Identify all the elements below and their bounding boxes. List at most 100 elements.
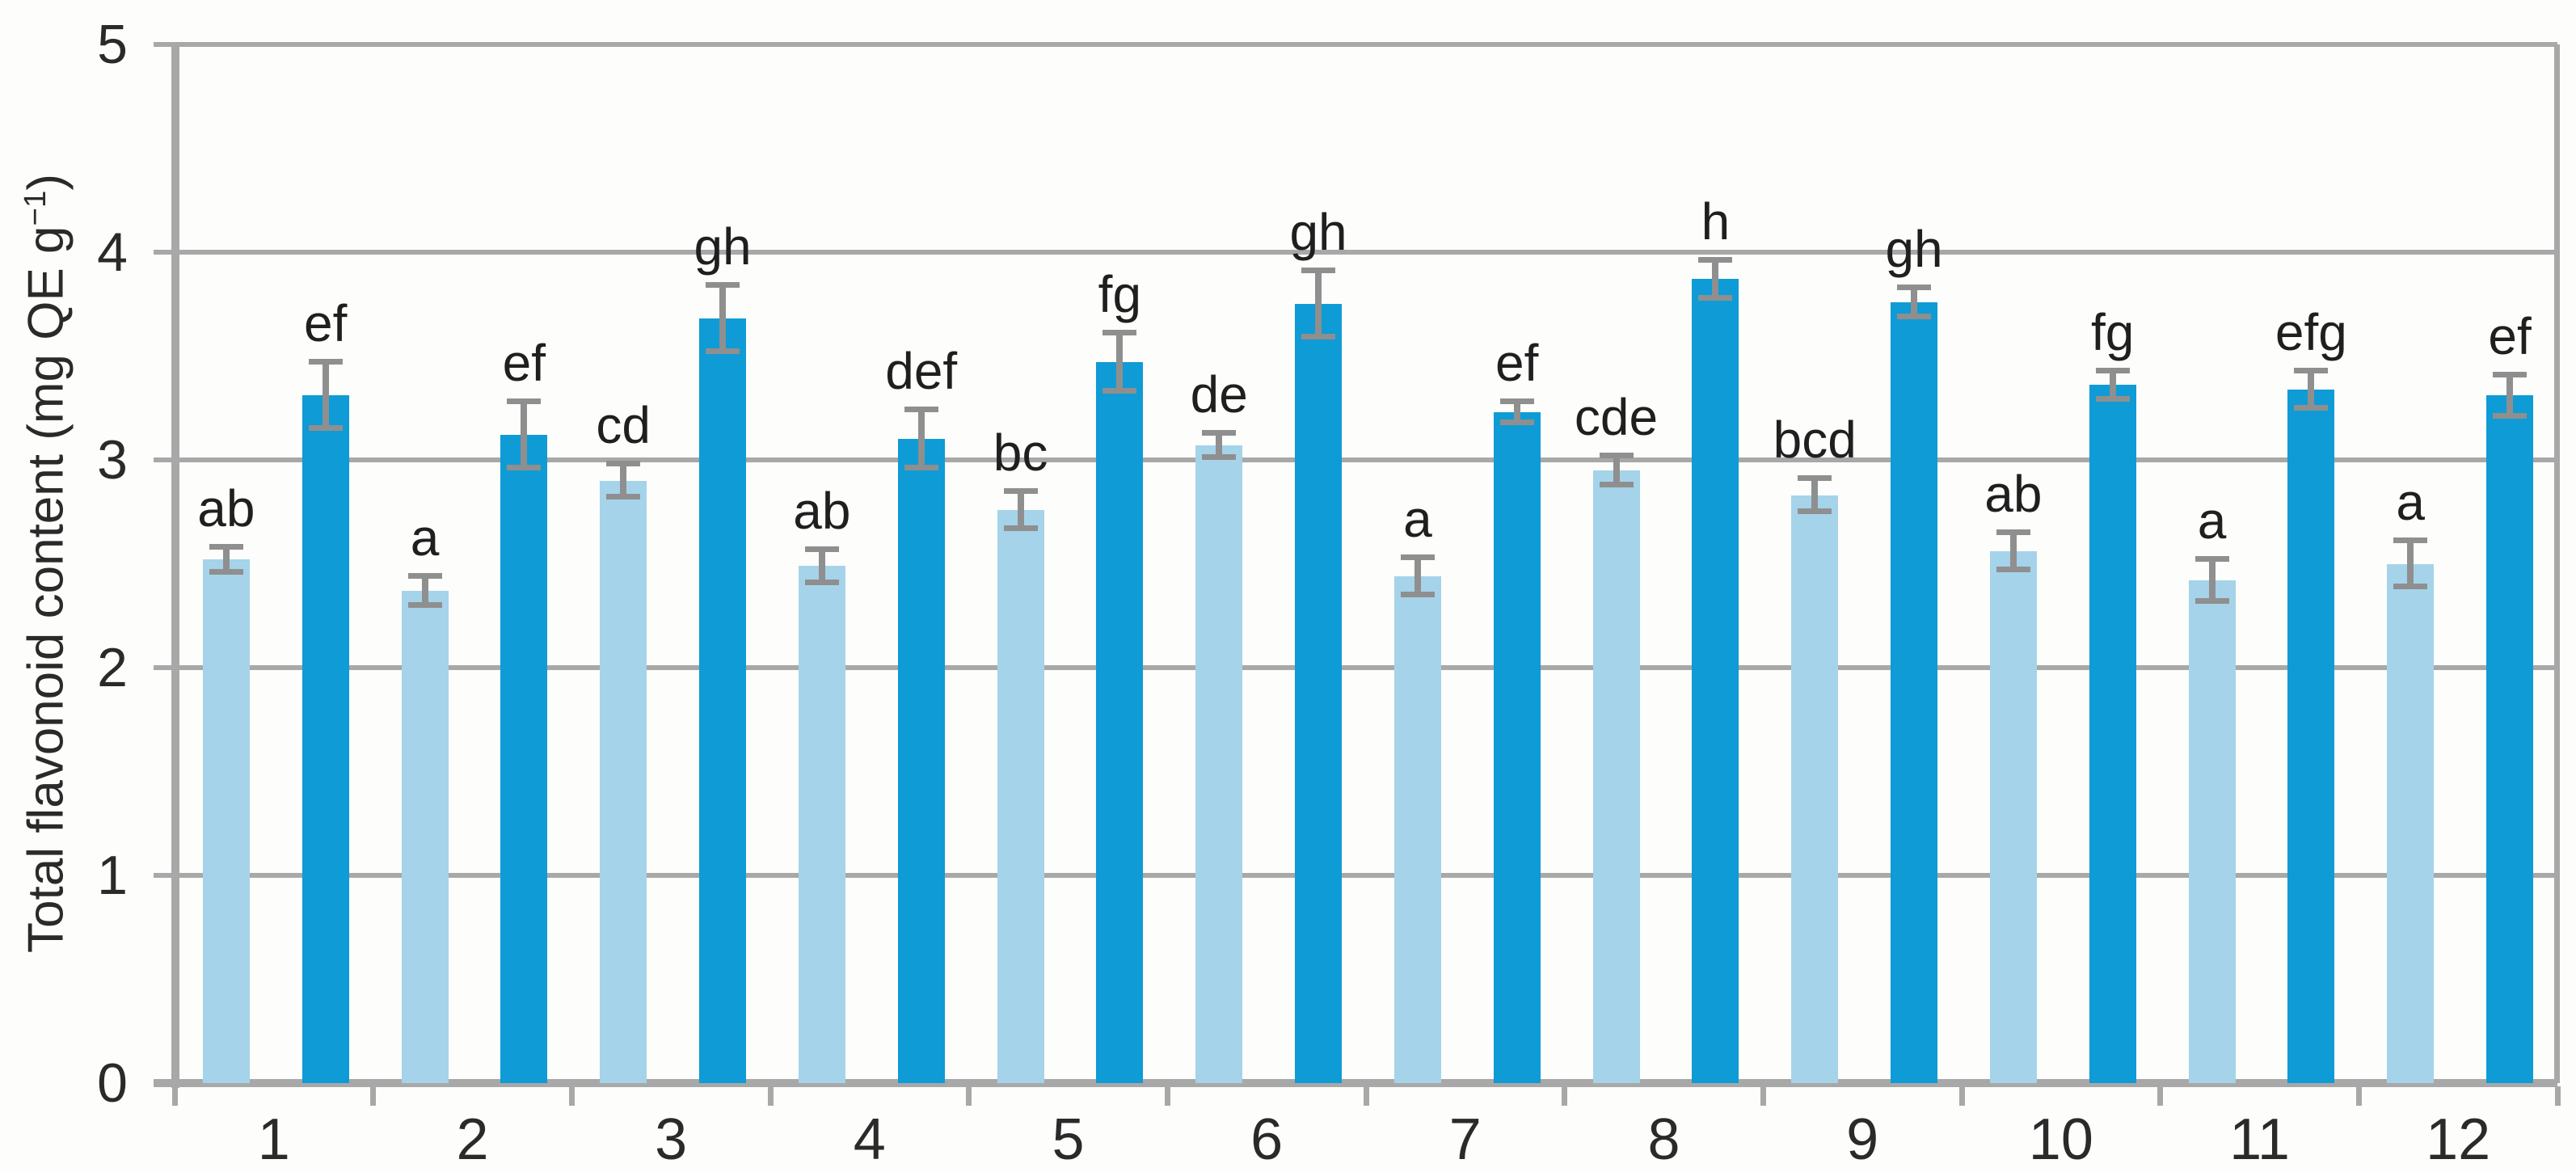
error-bar-cap-top-light-blue-7 [1400, 554, 1435, 560]
significance-label-dark-blue-1: ef [304, 294, 348, 353]
y-axis-tick-label-1: 1 [97, 845, 128, 906]
error-bar-cap-top-dark-blue-11 [2294, 367, 2329, 373]
significance-label-light-blue-12: a [2396, 473, 2425, 532]
bar-group-2: a ef [373, 44, 572, 1083]
y-axis-tick-3 [154, 457, 175, 462]
gridline-5 [175, 42, 2557, 47]
error-bar-cap-top-dark-blue-12 [2493, 371, 2528, 377]
error-bar-line-dark-blue-5 [1116, 333, 1124, 392]
plot-right-border [2554, 44, 2560, 1083]
error-bar-line-dark-blue-7 [1513, 402, 1520, 423]
significance-label-light-blue-8: cde [1574, 387, 1659, 446]
bar-group-6: de gh [1167, 44, 1366, 1083]
y-axis-tick-5 [154, 42, 175, 47]
error-bar-cap-bottom-dark-blue-10 [2095, 396, 2130, 403]
error-bar-cap-top-dark-blue-8 [1698, 257, 1733, 263]
error-bar-line-light-blue-9 [1811, 478, 1819, 512]
error-bar-cap-top-dark-blue-9 [1897, 284, 1932, 290]
bar-group-8: cde h [1565, 44, 1764, 1083]
bar-dark-blue-9 [1891, 301, 1938, 1083]
significance-label-light-blue-10: ab [1984, 464, 2043, 523]
significance-label-dark-blue-2: ef [502, 334, 546, 393]
y-axis-tick-label-3: 3 [97, 429, 128, 491]
bar-dark-blue-10 [2089, 385, 2136, 1083]
bar-light-blue-7 [1393, 575, 1441, 1083]
error-bar-line-dark-blue-8 [1712, 260, 1719, 298]
x-axis-tick-5 [1164, 1086, 1170, 1106]
gridline-4 [175, 250, 2557, 255]
x-axis-tick-2 [568, 1086, 575, 1106]
error-bar-line-dark-blue-2 [521, 402, 528, 469]
error-bar-cap-bottom-light-blue-10 [1996, 567, 2030, 573]
bar-light-blue-10 [1989, 551, 2037, 1083]
error-bar-cap-top-light-blue-8 [1599, 452, 1634, 458]
x-axis-tick-label-10: 10 [2028, 1107, 2093, 1172]
error-bar-cap-bottom-light-blue-8 [1599, 481, 1634, 487]
significance-label-dark-blue-7: ef [1495, 334, 1539, 393]
error-bar-cap-top-light-blue-1 [209, 543, 243, 550]
x-axis-tick-label-2: 2 [456, 1107, 489, 1172]
significance-label-light-blue-5: bc [993, 423, 1048, 482]
error-bar-cap-bottom-light-blue-12 [2393, 583, 2428, 589]
significance-label-light-blue-2: a [410, 508, 440, 567]
x-axis-tick-label-12: 12 [2426, 1107, 2491, 1172]
significance-label-dark-blue-6: gh [1289, 203, 1347, 262]
significance-label-light-blue-3: cd [596, 396, 651, 455]
x-axis-tick-label-7: 7 [1448, 1107, 1482, 1172]
error-bar-line-light-blue-6 [1216, 432, 1223, 458]
error-bar-line-light-blue-2 [421, 575, 428, 605]
bar-group-9: bcd gh [1763, 44, 1962, 1083]
x-axis-tick-label-11: 11 [2229, 1107, 2290, 1172]
significance-label-dark-blue-3: gh [694, 217, 752, 276]
bar-dark-blue-1 [301, 395, 349, 1083]
error-bar-line-dark-blue-6 [1315, 271, 1322, 338]
bar-light-blue-2 [401, 590, 449, 1083]
error-bar-cap-bottom-light-blue-7 [1400, 592, 1435, 598]
bar-group-5: bc fg [969, 44, 1168, 1083]
error-bar-cap-bottom-light-blue-4 [804, 579, 839, 585]
error-bar-cap-bottom-dark-blue-2 [507, 465, 542, 471]
significance-label-dark-blue-10: fg [2091, 302, 2135, 361]
error-bar-line-dark-blue-4 [917, 410, 925, 469]
y-axis-title-main: Total flavonoid content (mg QE g [18, 226, 74, 953]
error-bar-line-light-blue-7 [1414, 557, 1421, 596]
error-bar-cap-bottom-dark-blue-4 [904, 465, 938, 471]
bar-dark-blue-3 [699, 318, 747, 1083]
significance-label-light-blue-4: ab [793, 481, 851, 540]
bar-dark-blue-12 [2486, 395, 2534, 1083]
significance-label-dark-blue-9: gh [1885, 219, 1943, 278]
error-bar-cap-bottom-light-blue-9 [1798, 508, 1832, 515]
gridline-2 [175, 665, 2557, 670]
y-axis-tick-label-0: 0 [97, 1052, 128, 1114]
significance-label-dark-blue-12: ef [2488, 306, 2532, 365]
error-bar-line-light-blue-10 [2009, 532, 2017, 571]
error-bar-line-dark-blue-9 [1911, 287, 1918, 317]
significance-label-dark-blue-5: fg [1098, 265, 1142, 324]
error-bar-cap-top-light-blue-12 [2393, 538, 2428, 544]
error-bar-cap-bottom-dark-blue-6 [1301, 334, 1336, 340]
y-axis-tick-label-5: 5 [97, 14, 128, 75]
error-bar-cap-top-light-blue-5 [1003, 487, 1038, 494]
y-axis-tick-4 [154, 250, 175, 255]
bar-group-3: cd gh [571, 44, 770, 1083]
x-axis-tick-0 [171, 1086, 178, 1106]
x-axis-tick-label-8: 8 [1647, 1107, 1680, 1172]
x-axis-line [154, 1079, 2557, 1087]
error-bar-line-light-blue-5 [1017, 491, 1024, 529]
error-bar-cap-top-light-blue-3 [606, 461, 641, 467]
y-axis-tick-2 [154, 665, 175, 670]
error-bar-cap-bottom-dark-blue-9 [1897, 313, 1932, 319]
x-axis-tick-3 [767, 1086, 774, 1106]
error-bar-line-light-blue-4 [818, 549, 825, 583]
error-bar-cap-bottom-dark-blue-5 [1102, 388, 1137, 394]
x-axis-tick-label-9: 9 [1846, 1107, 1879, 1172]
error-bar-cap-top-dark-blue-1 [308, 359, 343, 365]
error-bar-cap-top-dark-blue-10 [2095, 367, 2130, 373]
significance-label-light-blue-9: bcd [1773, 411, 1857, 470]
error-bar-cap-bottom-light-blue-1 [209, 568, 243, 575]
error-bar-cap-top-light-blue-4 [804, 546, 839, 552]
error-bar-cap-bottom-light-blue-5 [1003, 525, 1038, 531]
y-axis-tick-label-4: 4 [97, 221, 128, 283]
bar-dark-blue-7 [1493, 411, 1541, 1083]
